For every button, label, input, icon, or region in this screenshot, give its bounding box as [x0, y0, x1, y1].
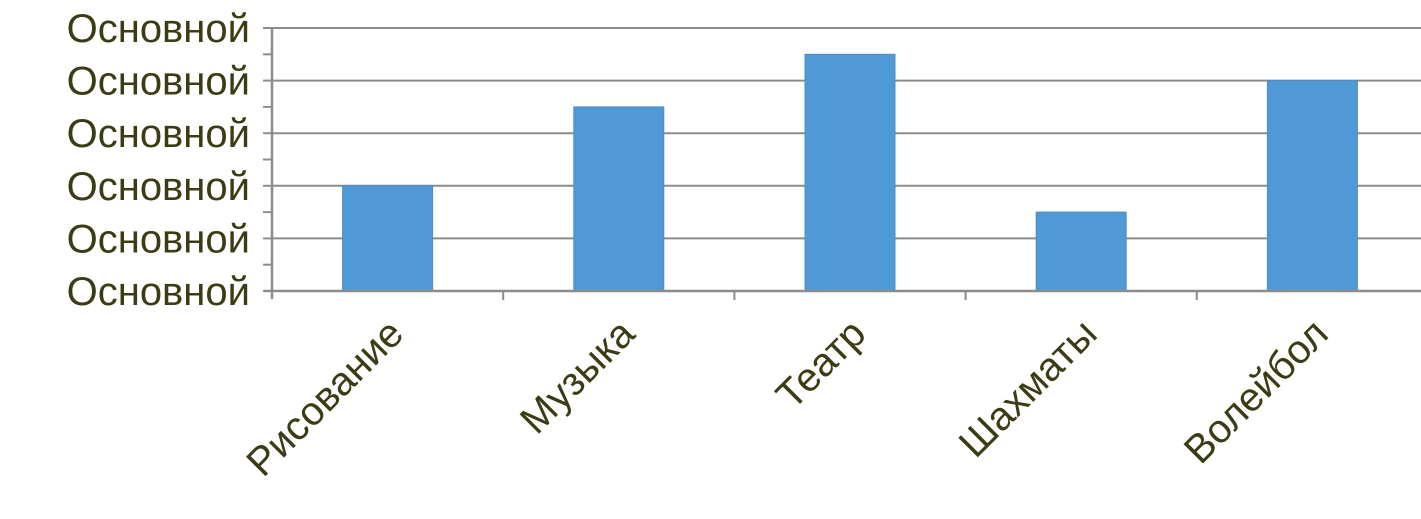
x-tick-label: Театр: [768, 311, 874, 417]
x-tick-label: Шахматы: [951, 311, 1106, 466]
y-tick-label: Основной: [67, 112, 250, 156]
x-tick-labels: Рисование Музыка Театр Шахматы Волейбол: [238, 311, 1336, 485]
bar-2: [573, 106, 665, 292]
x-tick-label: Волейбол: [1176, 311, 1337, 472]
bar-4: [1035, 211, 1127, 292]
bars: [342, 53, 1358, 292]
x-tick-label: Рисование: [238, 311, 412, 485]
y-tick-label: Основной: [67, 7, 250, 51]
bar-3: [804, 53, 896, 292]
y-tick-label: Основной: [67, 60, 250, 104]
y-tick-label: Основной: [67, 270, 250, 314]
y-tick-label: Основной: [67, 165, 250, 209]
axes: [263, 27, 1421, 300]
bar-5: [1266, 80, 1358, 292]
bar-1: [342, 185, 434, 292]
x-tick-label: Музыка: [512, 311, 644, 443]
y-tick-label: Основной: [67, 217, 250, 261]
y-tick-labels: Основной Основной Основной Основной Основной…: [67, 7, 250, 314]
